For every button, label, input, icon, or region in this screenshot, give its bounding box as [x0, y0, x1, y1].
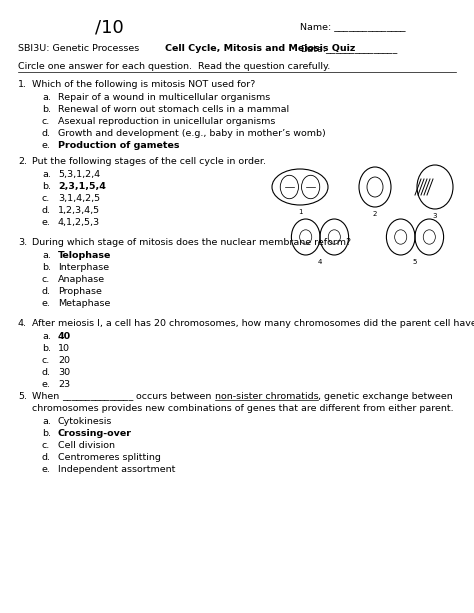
Text: 20: 20 — [58, 356, 70, 365]
Text: 5,3,1,2,4: 5,3,1,2,4 — [58, 170, 100, 179]
Text: Metaphase: Metaphase — [58, 299, 110, 308]
Text: e.: e. — [42, 141, 51, 150]
Text: 5: 5 — [413, 259, 417, 265]
Text: d.: d. — [42, 453, 51, 462]
Text: c.: c. — [42, 441, 50, 450]
Text: a.: a. — [42, 170, 51, 179]
Text: Production of gametes: Production of gametes — [58, 141, 180, 150]
Text: 4: 4 — [318, 259, 322, 265]
Text: When: When — [32, 392, 62, 401]
Text: Circle one answer for each question.  Read the question carefully.: Circle one answer for each question. Rea… — [18, 62, 330, 71]
Text: 10: 10 — [58, 344, 70, 353]
Text: 2.: 2. — [18, 157, 27, 166]
Text: d.: d. — [42, 368, 51, 377]
Text: d.: d. — [42, 129, 51, 138]
Text: Which of the following is mitosis NOT used for?: Which of the following is mitosis NOT us… — [32, 80, 255, 89]
Text: d.: d. — [42, 287, 51, 296]
Text: Renewal of worn out stomach cells in a mammal: Renewal of worn out stomach cells in a m… — [58, 105, 289, 114]
Text: Interphase: Interphase — [58, 263, 109, 272]
Text: 23: 23 — [58, 380, 70, 389]
Text: d.: d. — [42, 206, 51, 215]
Text: Crossing-over: Crossing-over — [58, 429, 132, 438]
Text: Date:_______________: Date:_______________ — [300, 44, 397, 53]
Text: a.: a. — [42, 251, 51, 260]
Text: 3: 3 — [433, 213, 437, 219]
Text: a.: a. — [42, 332, 51, 341]
Text: Put the following stages of the cell cycle in order.: Put the following stages of the cell cyc… — [32, 157, 266, 166]
Text: b.: b. — [42, 429, 51, 438]
Text: 1.: 1. — [18, 80, 27, 89]
Text: c.: c. — [42, 117, 50, 126]
Text: e.: e. — [42, 299, 51, 308]
Text: 3.: 3. — [18, 238, 27, 247]
Text: Telophase: Telophase — [58, 251, 111, 260]
Text: 1: 1 — [298, 209, 302, 215]
Text: 2,3,1,5,4: 2,3,1,5,4 — [58, 182, 106, 191]
Text: Independent assortment: Independent assortment — [58, 465, 175, 474]
Text: b.: b. — [42, 263, 51, 272]
Text: 3,1,4,2,5: 3,1,4,2,5 — [58, 194, 100, 203]
Text: 30: 30 — [58, 368, 70, 377]
Text: 4,1,2,5,3: 4,1,2,5,3 — [58, 218, 100, 227]
Text: 1,2,3,4,5: 1,2,3,4,5 — [58, 206, 100, 215]
Text: Asexual reproduction in unicellular organisms: Asexual reproduction in unicellular orga… — [58, 117, 275, 126]
Text: After meiosis I, a cell has 20 chromosomes, how many chromosomes did the parent : After meiosis I, a cell has 20 chromosom… — [32, 319, 474, 328]
Text: chromosomes provides new combinations of genes that are different from either pa: chromosomes provides new combinations of… — [32, 404, 454, 413]
Text: 40: 40 — [58, 332, 71, 341]
Text: SBI3U: Genetic Processes: SBI3U: Genetic Processes — [18, 44, 139, 53]
Text: c.: c. — [42, 194, 50, 203]
Text: b.: b. — [42, 344, 51, 353]
Text: Prophase: Prophase — [58, 287, 102, 296]
Text: Cell division: Cell division — [58, 441, 115, 450]
Text: , genetic exchange between: , genetic exchange between — [319, 392, 453, 401]
Text: Growth and development (e.g., baby in mother’s womb): Growth and development (e.g., baby in mo… — [58, 129, 326, 138]
Text: c.: c. — [42, 356, 50, 365]
Text: e.: e. — [42, 380, 51, 389]
Text: 5.: 5. — [18, 392, 27, 401]
Text: b.: b. — [42, 182, 51, 191]
Text: e.: e. — [42, 218, 51, 227]
Text: non-sister chromatids: non-sister chromatids — [215, 392, 319, 401]
Text: /10: /10 — [95, 18, 124, 36]
Text: Anaphase: Anaphase — [58, 275, 105, 284]
Text: 4.: 4. — [18, 319, 27, 328]
Text: a.: a. — [42, 93, 51, 102]
Text: c.: c. — [42, 275, 50, 284]
Text: Cell Cycle, Mitosis and Meiosis Quiz: Cell Cycle, Mitosis and Meiosis Quiz — [165, 44, 356, 53]
Text: _______________: _______________ — [62, 392, 134, 401]
Text: Name: _______________: Name: _______________ — [300, 22, 405, 31]
Text: occurs between: occurs between — [134, 392, 215, 401]
Text: a.: a. — [42, 417, 51, 426]
Text: 2: 2 — [373, 211, 377, 217]
Text: Cytokinesis: Cytokinesis — [58, 417, 112, 426]
Text: Centromeres splitting: Centromeres splitting — [58, 453, 161, 462]
Text: During which stage of mitosis does the nuclear membrane reform?: During which stage of mitosis does the n… — [32, 238, 351, 247]
Text: Repair of a wound in multicellular organisms: Repair of a wound in multicellular organ… — [58, 93, 270, 102]
Text: e.: e. — [42, 465, 51, 474]
Text: b.: b. — [42, 105, 51, 114]
